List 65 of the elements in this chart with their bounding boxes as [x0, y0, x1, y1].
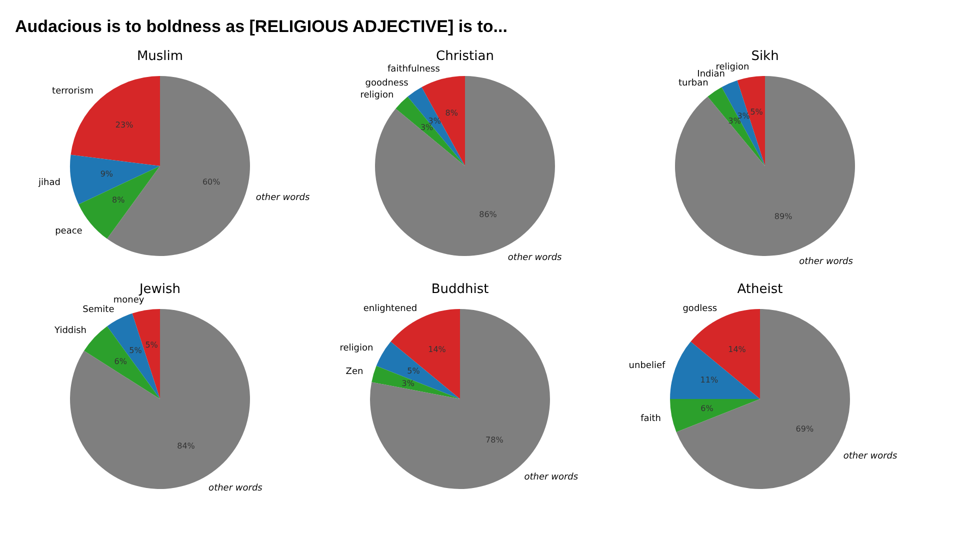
chart-title: Sikh [751, 49, 779, 64]
chart-title: Atheist [737, 282, 783, 297]
chart-title: Jewish [138, 282, 181, 297]
pie-slice [70, 154, 160, 204]
data-label: 3% [728, 116, 742, 126]
slice-label: money [113, 295, 145, 306]
data-label: 69% [796, 424, 814, 434]
chart-title: Buddhist [431, 282, 489, 297]
slice-label: other words [843, 452, 898, 462]
data-label: 11% [700, 376, 718, 385]
slice-label: Semite [82, 305, 115, 316]
pie-slice [722, 80, 765, 166]
slice-label: peace [55, 226, 83, 236]
pie-slice [670, 399, 760, 432]
slice-label: other words [799, 256, 854, 267]
pie-slice [408, 87, 465, 166]
data-label: 84% [177, 441, 196, 450]
data-label: 78% [486, 436, 504, 445]
slice-label: turban [678, 78, 708, 89]
data-label: 3% [402, 378, 415, 388]
slice-label: Yiddish [54, 326, 87, 336]
data-label: 5% [750, 108, 764, 117]
data-label: 5% [129, 346, 142, 355]
data-label: 3% [428, 116, 442, 126]
slice-label: faithfulness [388, 64, 440, 74]
pie-slice [422, 76, 465, 166]
slice-label: Zen [346, 366, 364, 377]
slice-label: other words [208, 483, 263, 494]
slice-label: religion [340, 344, 374, 354]
slice-label: terrorism [52, 86, 94, 96]
data-label: 60% [202, 178, 221, 187]
data-label: 5% [145, 340, 158, 350]
data-label: 14% [428, 345, 446, 354]
slice-label: other words [256, 193, 310, 204]
data-label: 6% [700, 404, 714, 414]
pie-slice [84, 326, 160, 399]
data-label: 89% [774, 212, 793, 221]
slice-label: other words [524, 472, 578, 483]
chart-title: Muslim [136, 49, 184, 64]
chart-title: Christian [436, 49, 494, 64]
slice-label: godless [682, 304, 718, 314]
slice-label: jihad [38, 178, 60, 188]
pie-slice [107, 313, 160, 399]
data-label: 86% [479, 210, 498, 219]
pie-slice [376, 342, 460, 399]
pie-slice [708, 87, 765, 166]
slice-label: enlightened [363, 304, 418, 314]
pie-slice [675, 76, 855, 256]
data-label: 5% [407, 366, 420, 376]
text: Audacious is to boldness as [RELIGIOUS ADJECTIVE] is to... [15, 17, 508, 36]
data-label: 6% [114, 357, 128, 366]
data-label: 14% [728, 345, 746, 354]
slice-label: religion [360, 90, 394, 101]
data-label: 23% [115, 120, 134, 130]
pie-slice [670, 342, 760, 399]
slice-label: other words [508, 253, 562, 264]
slice-label: unbelief [628, 360, 666, 371]
slice-label: goodness [365, 78, 409, 89]
data-label: 9% [100, 169, 114, 178]
slice-label: faith [640, 414, 661, 424]
pie-slice [396, 96, 465, 166]
data-label: 3% [420, 122, 434, 132]
data-label: 8% [112, 195, 126, 204]
pie-slice [372, 366, 460, 399]
data-label: 8% [445, 108, 458, 118]
